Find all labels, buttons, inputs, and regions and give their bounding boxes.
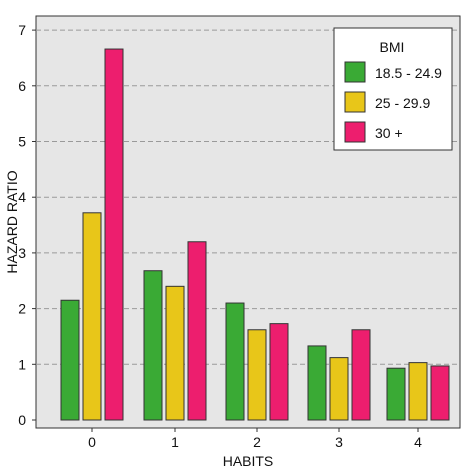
- bar: [165, 285, 185, 421]
- y-tick-label: 0: [18, 412, 26, 428]
- legend-title: BMI: [380, 39, 405, 55]
- legend-swatch: [344, 61, 366, 83]
- bar: [351, 329, 371, 421]
- legend-label: 18.5 - 24.9: [375, 65, 442, 81]
- legend-swatch: [344, 91, 366, 113]
- bar: [269, 323, 289, 421]
- bar: [386, 367, 406, 421]
- y-axis-label: HAZARD RATIO: [4, 170, 20, 273]
- x-tick-label: 3: [335, 434, 343, 450]
- legend: BMI 18.5 - 24.9 25 - 29.9 30 +: [333, 27, 453, 151]
- x-tick-label: 4: [414, 434, 422, 450]
- legend-swatch: [344, 121, 366, 143]
- x-tick-label: 1: [171, 434, 179, 450]
- y-tick-label: 5: [18, 134, 26, 150]
- x-axis-label: HABITS: [223, 453, 274, 469]
- bar: [104, 48, 124, 421]
- bars: [60, 48, 450, 421]
- bar: [307, 345, 327, 421]
- y-tick-label: 7: [18, 22, 26, 38]
- legend-label: 25 - 29.9: [375, 95, 430, 111]
- y-tick-label: 4: [18, 189, 26, 205]
- legend-label: 30 +: [375, 125, 403, 141]
- x-axis-ticks: 0 1 2 3 4: [88, 428, 422, 450]
- bar: [408, 362, 428, 421]
- x-tick-label: 0: [88, 434, 96, 450]
- bar: [329, 357, 349, 421]
- y-tick-label: 2: [18, 301, 26, 317]
- bar: [430, 365, 450, 421]
- y-tick-label: 1: [18, 356, 26, 372]
- bar: [247, 329, 267, 421]
- bar: [187, 241, 207, 421]
- y-tick-label: 6: [18, 78, 26, 94]
- bar: [225, 302, 245, 421]
- y-axis-ticks: 0 1 2 3 4 5 6 7: [18, 22, 36, 428]
- y-tick-label: 3: [18, 245, 26, 261]
- bar: [60, 299, 80, 421]
- bar: [82, 212, 102, 421]
- bar: [143, 270, 163, 421]
- x-tick-label: 2: [253, 434, 261, 450]
